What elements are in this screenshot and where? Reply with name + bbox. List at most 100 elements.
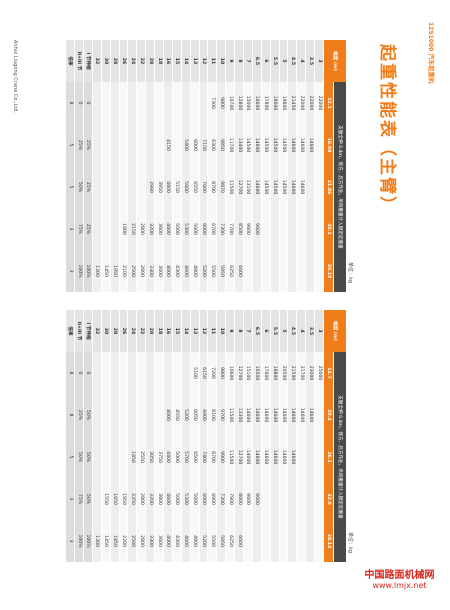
load-row: 10 9800 9700 9900 7300 5950 xyxy=(216,310,226,563)
load-value: 21700 xyxy=(296,352,306,394)
load-value xyxy=(314,250,324,293)
footer-value: 5 xyxy=(65,166,75,208)
load-value xyxy=(127,352,137,394)
load-value: 5600 xyxy=(181,166,191,208)
load-value: 2550 xyxy=(136,436,146,478)
radius: 8 xyxy=(234,310,244,352)
load-value xyxy=(243,250,253,293)
radius: 18 xyxy=(154,40,164,82)
load-row: 5 19800 14500 14500 xyxy=(279,40,288,293)
load-value: 14600 xyxy=(270,436,280,478)
load-value xyxy=(199,82,208,124)
radius: 8 xyxy=(234,40,244,82)
footer-value: 50% xyxy=(74,436,84,478)
load-value: 5100 xyxy=(190,352,200,394)
footer-value: 100% xyxy=(83,520,93,563)
radius: 5 xyxy=(279,40,288,82)
radius: 26 xyxy=(119,310,128,352)
load-row: 5 20500 14600 14600 xyxy=(279,310,288,563)
load-value xyxy=(136,394,146,436)
radius: 30 xyxy=(101,310,111,352)
footer-value: 0 xyxy=(74,352,84,394)
load-row: 24 2150 2500 xyxy=(127,40,137,293)
load-value: 7200 xyxy=(207,352,217,394)
load-row: 16 4150 4800 4600 4000 xyxy=(163,40,173,293)
load-value: 14600 xyxy=(305,394,315,436)
radius: 32 xyxy=(92,40,102,82)
load-value: 5400 xyxy=(181,124,191,166)
watermark-url: www.lmjx.net xyxy=(372,581,427,590)
radius: 4.5 xyxy=(287,310,297,352)
radius: 15 xyxy=(172,40,182,82)
radius: 28 xyxy=(110,40,120,82)
radius: 9 xyxy=(225,310,235,352)
footer-value: 50% xyxy=(83,394,93,436)
load-value: 4550 xyxy=(172,394,182,436)
load-value: 14600 xyxy=(287,394,297,436)
load-row: 6.5 16600 14600 14600 9600 xyxy=(252,40,262,293)
radius: 3.5 xyxy=(305,310,315,352)
load-value: 14500 xyxy=(270,124,280,166)
radius: 4 xyxy=(296,40,306,82)
load-value: 14600 xyxy=(252,436,262,478)
load-value: 3600 xyxy=(154,520,164,563)
radius: 18 xyxy=(154,310,164,352)
load-value: 5200 xyxy=(181,394,191,436)
footer-value: 50% xyxy=(74,166,84,208)
load-row: 3.5 23000 14600 xyxy=(305,310,315,563)
load-value xyxy=(172,124,182,166)
load-row: 30 1450 xyxy=(101,40,111,293)
load-value: 6000 xyxy=(199,478,208,520)
load-value: 6150 xyxy=(199,352,208,394)
footer-value: 5 xyxy=(65,124,75,166)
load-row: 3 25000 xyxy=(314,310,324,563)
load-value: 9870 xyxy=(216,166,226,208)
header-row: 幅度 (m) 支腿全伸 6.4m，侧方、后方作业，吊钩重量计入额定起重量 xyxy=(323,40,346,293)
load-value: 1650 xyxy=(110,478,120,520)
load-value: 4000 xyxy=(163,394,173,436)
footer-value: 100% xyxy=(74,250,84,293)
load-value: 9850 xyxy=(216,124,226,166)
load-value xyxy=(119,394,128,436)
load-value: 6550 xyxy=(190,166,200,208)
radius: 10 xyxy=(216,40,226,82)
load-value xyxy=(110,436,120,478)
radius: 6 xyxy=(261,40,271,82)
load-value: 6600 xyxy=(234,520,244,563)
load-value: 7300 xyxy=(216,208,226,250)
load-value: 25000 xyxy=(314,352,324,394)
radius: 30 xyxy=(101,40,111,82)
load-value: 9600 xyxy=(252,478,262,520)
load-value: 14500 xyxy=(261,166,271,208)
footer-label: I 节伸缩 xyxy=(83,310,93,352)
radius: 13 xyxy=(190,40,200,82)
load-value: 14600 xyxy=(261,436,271,478)
load-row: 9 10600 11500 11500 7900 6250 xyxy=(225,310,235,563)
radius: 4 xyxy=(296,310,306,352)
load-value: 2990 xyxy=(145,166,155,208)
load-value: 7700 xyxy=(225,208,235,250)
boom-length: 26.1 xyxy=(323,436,334,478)
radius: 26 xyxy=(119,40,128,82)
footer-row: I 节伸缩 0 50% 50% 50% 100% xyxy=(83,310,93,563)
load-value xyxy=(252,520,262,563)
load-value: 3300 xyxy=(145,250,155,293)
load-value: 17800 xyxy=(261,82,271,124)
load-value xyxy=(119,82,128,124)
load-value: 5700 xyxy=(181,436,191,478)
load-row: 20 3050 3200 3300 xyxy=(145,310,155,563)
load-value xyxy=(279,520,288,563)
load-value: 3200 xyxy=(145,478,155,520)
load-value: 5150 xyxy=(172,166,182,208)
radius: 5.5 xyxy=(270,40,280,82)
footer-value: 25% xyxy=(83,166,93,208)
load-row: 16 4000 4400 4600 4000 xyxy=(163,310,173,563)
footer-label: 倍率 xyxy=(65,40,75,82)
load-value xyxy=(110,352,120,394)
load-value: 3600 xyxy=(154,208,164,250)
load-value xyxy=(181,82,191,124)
load-value: 14600 xyxy=(279,436,288,478)
load-table: 幅度 (m) 支腿全伸 6.4m，侧方、后方作业，吊钩重量计入额定起重量 12.1 1… xyxy=(65,40,346,293)
boom-length: 20.4 xyxy=(323,394,334,436)
radius: 24 xyxy=(127,40,137,82)
